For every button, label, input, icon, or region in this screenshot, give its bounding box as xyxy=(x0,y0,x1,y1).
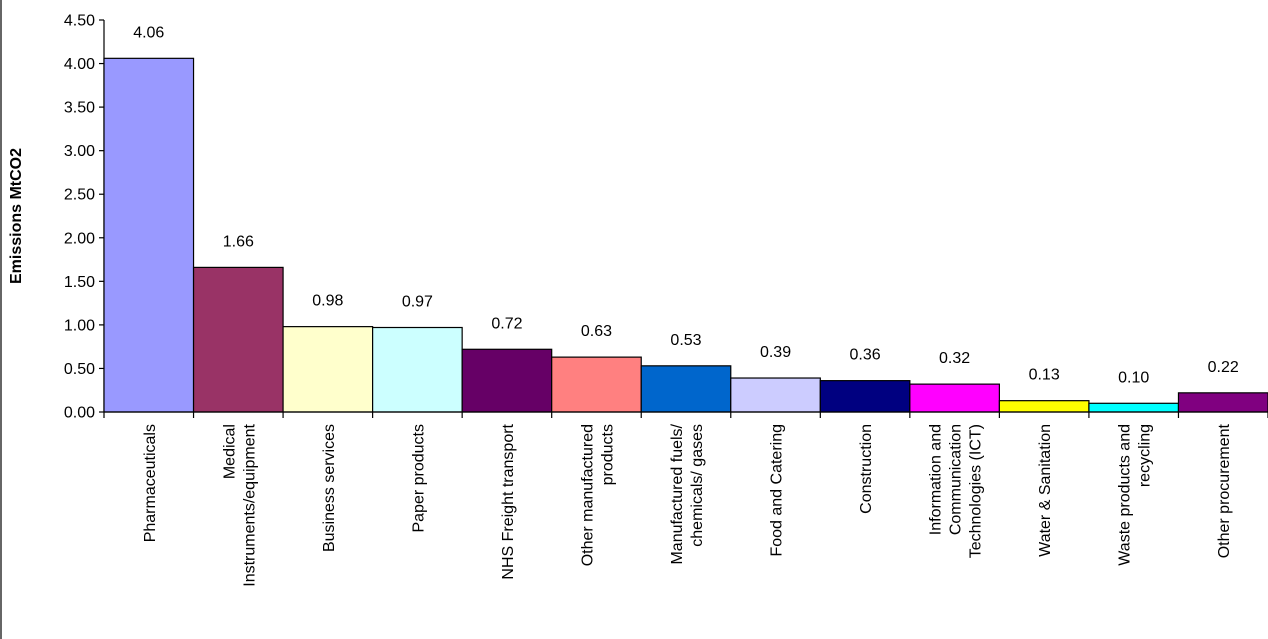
x-category-label: NHS Freight transport xyxy=(500,423,517,579)
x-category-label-line: products xyxy=(599,424,616,485)
bar xyxy=(461,348,553,413)
data-label: 1.66 xyxy=(223,233,254,250)
data-label: 4.06 xyxy=(133,24,164,41)
x-category-label: Information and Communication Technologies… xyxy=(928,424,985,558)
data-label: 0.36 xyxy=(850,347,881,364)
y-tick-label: 2.50 xyxy=(64,187,95,204)
y-axis: 0.00 0.50 1.00 1.50 2.00 2.50 3.00 3.50 4.00 4.50 xyxy=(64,13,105,422)
y-tick-label: 4.00 xyxy=(64,56,95,73)
x-category-label: Construction xyxy=(858,424,875,514)
bar xyxy=(192,266,284,413)
bar xyxy=(998,400,1090,413)
bar xyxy=(551,356,642,413)
x-category-label-line: recycling xyxy=(1137,424,1154,487)
x-category-label-line: Manufactured fuels/ xyxy=(669,423,686,564)
x-category-label-line: Paper products xyxy=(410,424,427,533)
x-category-label: Medical Instruments/equipment xyxy=(221,423,258,586)
x-category-label-line: Communication xyxy=(948,424,965,535)
x-category-label: Waste products and recycling xyxy=(1117,424,1154,566)
x-category-label-line: Water & Sanitation xyxy=(1037,424,1054,557)
x-category-label-line: Other manufactured xyxy=(579,424,596,566)
x-category-label-line: chemicals/ gases xyxy=(689,424,706,547)
x-category-label-line: NHS Freight transport xyxy=(500,423,517,579)
x-category-label-line: Instruments/equipment xyxy=(241,423,258,586)
x-category-label-line: Business services xyxy=(321,424,338,552)
x-category-label-line: Medical xyxy=(221,424,238,479)
x-category-label: Water & Sanitation xyxy=(1037,424,1054,557)
y-tick-label: 0.00 xyxy=(64,405,95,422)
x-category-label-line: Other procurement xyxy=(1216,423,1233,558)
data-label: 0.32 xyxy=(939,350,970,367)
data-label: 0.13 xyxy=(1029,367,1060,384)
x-category-label-line: Food and Catering xyxy=(769,424,786,557)
data-label: 0.53 xyxy=(670,332,701,349)
data-label: 0.98 xyxy=(312,293,343,310)
bar xyxy=(1088,402,1180,413)
y-tick-label: 1.00 xyxy=(64,317,95,334)
data-label: 0.63 xyxy=(581,323,612,340)
bar xyxy=(819,380,911,413)
y-axis-title: Emissions MtCO2 xyxy=(8,148,25,284)
y-tick-label: 0.50 xyxy=(64,361,95,378)
x-category-label: Food and Catering xyxy=(769,424,786,557)
x-category-label: Paper products xyxy=(410,424,427,533)
bar xyxy=(640,365,732,413)
x-category-label-line: Waste products and xyxy=(1117,424,1134,566)
bar xyxy=(730,377,821,413)
data-label: 0.22 xyxy=(1208,359,1239,376)
y-tick-label: 1.50 xyxy=(64,274,95,291)
y-tick-label: 2.00 xyxy=(64,230,95,247)
x-category-label-line: Construction xyxy=(858,424,875,514)
bar xyxy=(103,57,195,413)
x-axis: Pharmaceuticals Medical Instruments/equipm… xyxy=(103,411,1268,587)
bar xyxy=(282,326,374,413)
x-category-label: Pharmaceuticals xyxy=(142,424,159,542)
bars xyxy=(103,57,1268,413)
x-category-label: Manufactured fuels/chemicals/ gases xyxy=(669,423,706,564)
bar xyxy=(1177,392,1268,413)
x-category-label-line: Information and xyxy=(928,424,945,535)
y-tick-label: 4.50 xyxy=(64,13,95,30)
x-category-label: Other procurement xyxy=(1216,423,1233,558)
y-tick-label: 3.00 xyxy=(64,143,95,160)
x-category-label-line: Pharmaceuticals xyxy=(142,424,159,542)
data-label: 0.72 xyxy=(491,315,522,332)
data-label: 0.10 xyxy=(1118,369,1149,386)
x-category-label: Business services xyxy=(321,424,338,552)
y-tick-label: 3.50 xyxy=(64,100,95,117)
x-category-label: Other manufactured products xyxy=(579,424,616,566)
value-labels: 4.06 1.66 0.98 0.97 0.72 0.63 0.53 0.39 0.36 0.32… xyxy=(133,24,1239,386)
x-category-label-line: Technologies (ICT) xyxy=(968,424,985,558)
bar xyxy=(372,326,463,413)
data-label: 0.97 xyxy=(402,294,433,311)
bar xyxy=(909,383,1000,413)
data-label: 0.39 xyxy=(760,344,791,361)
